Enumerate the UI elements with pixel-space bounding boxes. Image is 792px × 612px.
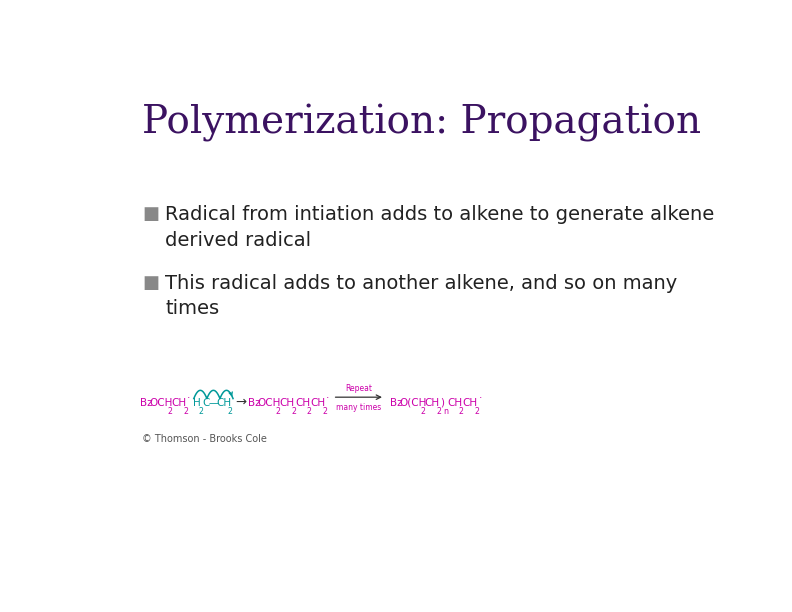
Text: CH: CH bbox=[171, 398, 186, 408]
Text: 2: 2 bbox=[459, 407, 464, 416]
Text: Bz: Bz bbox=[139, 398, 152, 408]
Text: CH: CH bbox=[216, 398, 231, 408]
Text: n: n bbox=[444, 407, 448, 416]
Text: O(CH: O(CH bbox=[399, 398, 427, 408]
Text: CH: CH bbox=[295, 398, 310, 408]
Text: —: — bbox=[208, 398, 219, 408]
Text: many times: many times bbox=[336, 403, 382, 412]
Text: C: C bbox=[203, 398, 210, 408]
Text: ·: · bbox=[326, 393, 329, 403]
Text: © Thomson - Brooks Cole: © Thomson - Brooks Cole bbox=[142, 434, 267, 444]
Text: Bz: Bz bbox=[248, 398, 261, 408]
Text: CH: CH bbox=[447, 398, 463, 408]
Text: H: H bbox=[192, 398, 200, 408]
Text: 2: 2 bbox=[276, 407, 280, 416]
Text: →: → bbox=[235, 396, 246, 409]
Text: CH: CH bbox=[280, 398, 295, 408]
Text: CH: CH bbox=[463, 398, 478, 408]
Text: Bz: Bz bbox=[390, 398, 402, 408]
Text: ■: ■ bbox=[142, 274, 159, 292]
Text: ·: · bbox=[187, 393, 190, 403]
Text: ·: · bbox=[478, 393, 482, 403]
Text: OCH: OCH bbox=[150, 398, 173, 408]
Text: 2: 2 bbox=[291, 407, 296, 416]
Text: 2: 2 bbox=[436, 407, 441, 416]
Text: 2: 2 bbox=[167, 407, 173, 416]
Text: CH: CH bbox=[310, 398, 326, 408]
Text: 2: 2 bbox=[183, 407, 188, 416]
Text: Radical from intiation adds to alkene to generate alkene
derived radical: Radical from intiation adds to alkene to… bbox=[166, 206, 714, 250]
Text: Repeat: Repeat bbox=[345, 384, 372, 392]
Text: 2: 2 bbox=[199, 407, 204, 416]
Text: CH: CH bbox=[425, 398, 440, 408]
Text: ): ) bbox=[440, 398, 444, 408]
Text: ■: ■ bbox=[142, 206, 159, 223]
Text: OCH: OCH bbox=[257, 398, 281, 408]
Text: This radical adds to another alkene, and so on many
times: This radical adds to another alkene, and… bbox=[166, 274, 677, 318]
Text: Polymerization: Propagation: Polymerization: Propagation bbox=[142, 104, 701, 142]
Text: 2: 2 bbox=[228, 407, 233, 416]
Text: 2: 2 bbox=[421, 407, 426, 416]
Text: 2: 2 bbox=[474, 407, 479, 416]
Text: 2: 2 bbox=[322, 407, 327, 416]
Text: 2: 2 bbox=[307, 407, 312, 416]
